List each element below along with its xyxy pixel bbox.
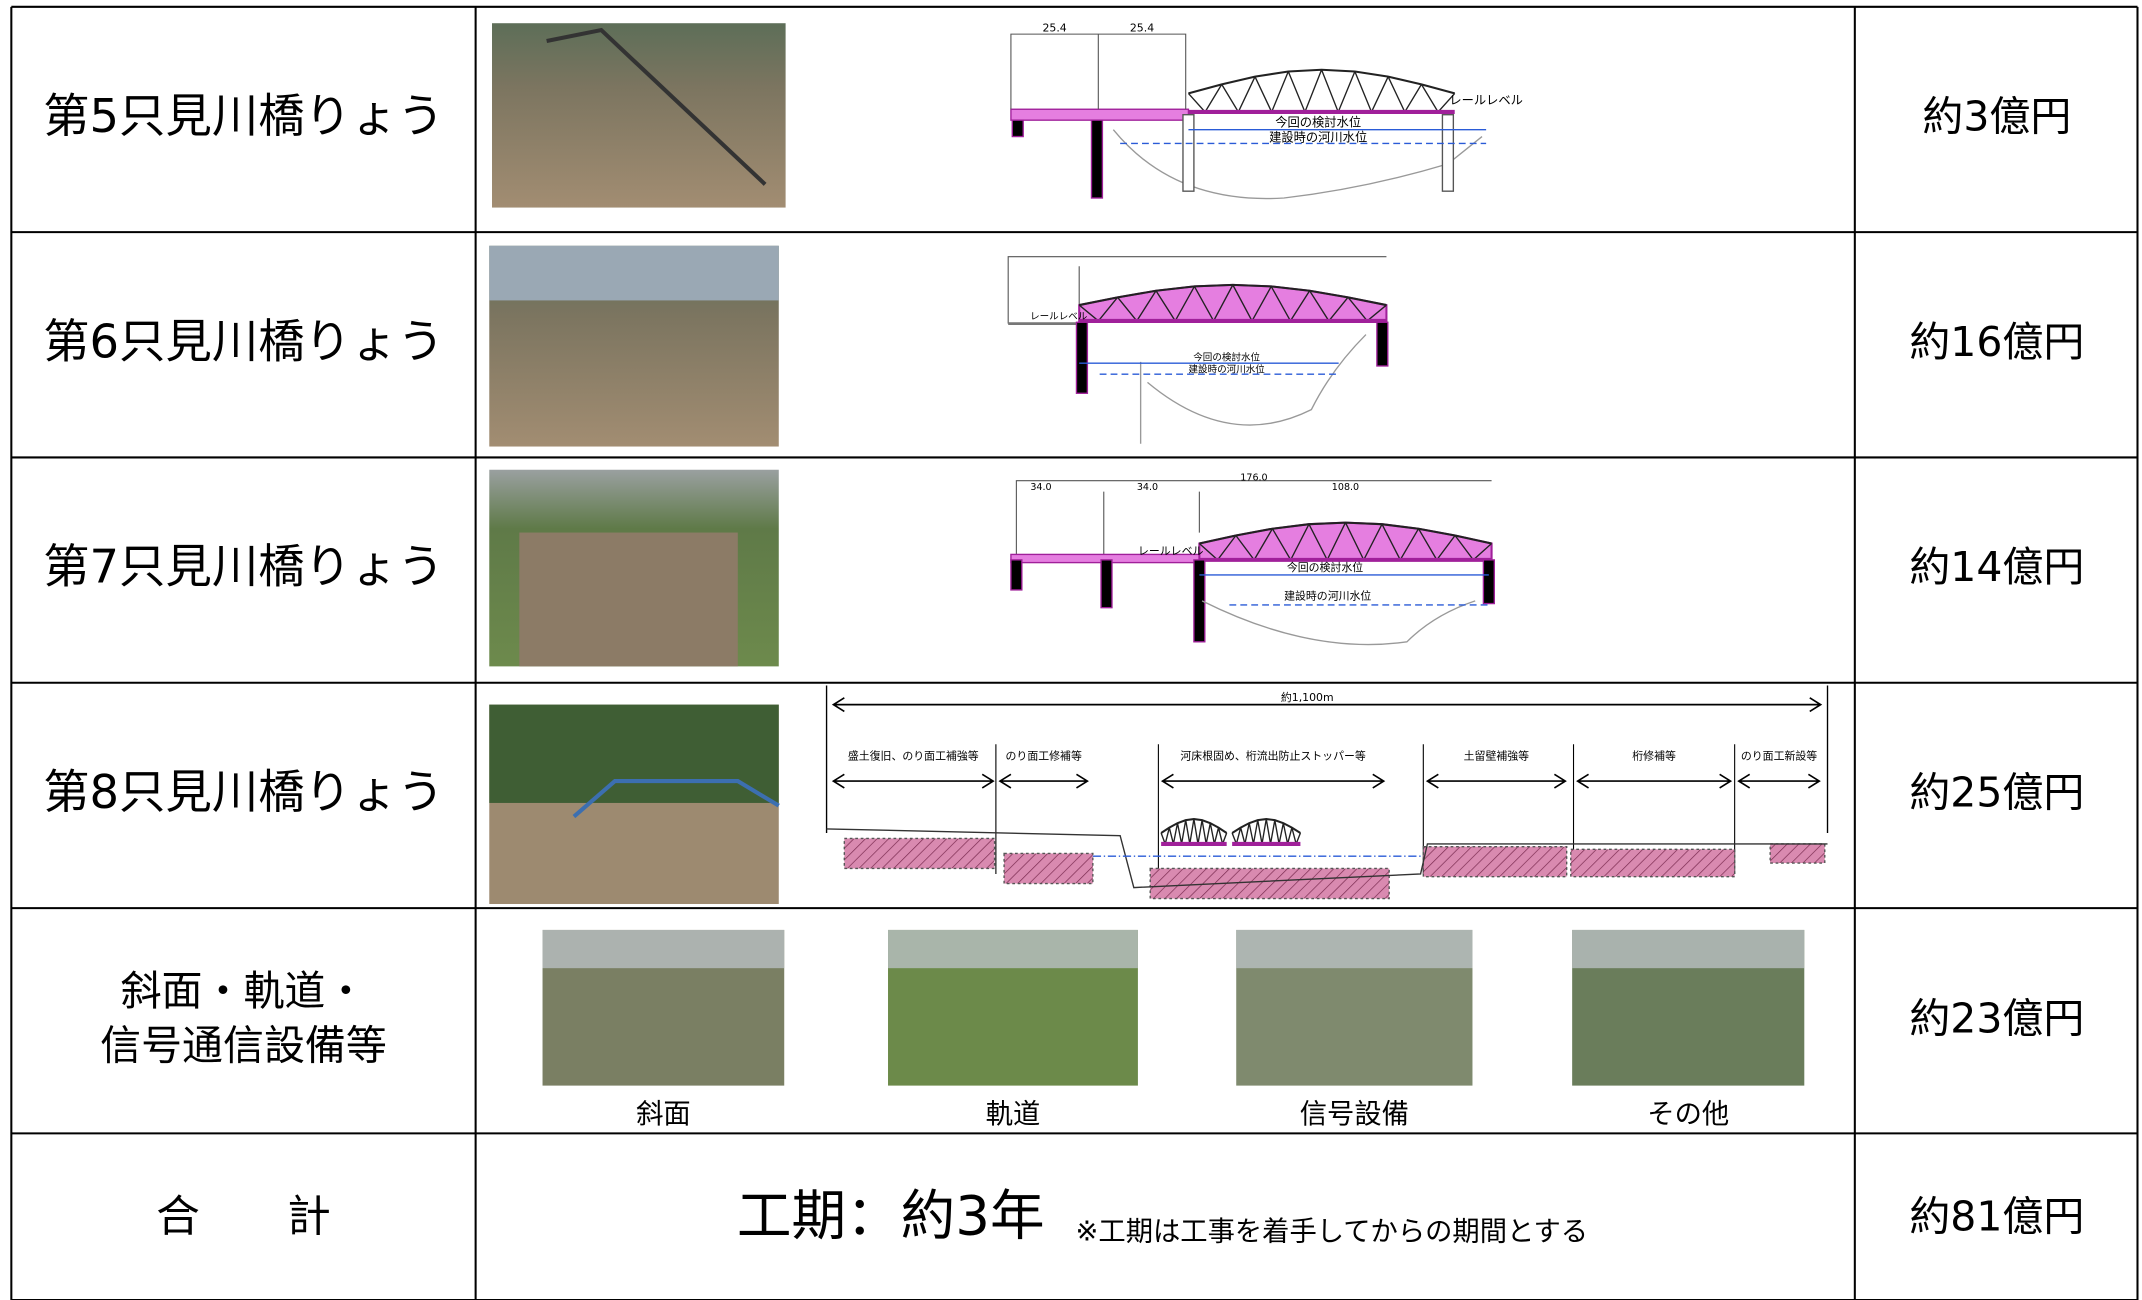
- facility-name: 斜面・軌道・: [121, 967, 367, 1015]
- photo-caption: その他: [1647, 1099, 1729, 1130]
- bridge-name: 第5只見川橋りょう: [43, 89, 444, 143]
- photo-sky: [489, 245, 779, 301]
- total-cost: 約81億円: [1909, 1192, 2084, 1240]
- bridge-name: 第6只見川橋りょう: [43, 314, 444, 368]
- truss-fill: [1078, 283, 1388, 322]
- pier: [1011, 119, 1024, 138]
- photo-bridge: [572, 779, 780, 819]
- diagram-label: 建設時の河川水位: [1284, 589, 1371, 603]
- ground-line: [826, 828, 1828, 889]
- work-area: [1003, 852, 1094, 885]
- work-area: [1149, 867, 1390, 900]
- work-area: [843, 837, 996, 870]
- dim-label: 176.0: [1240, 472, 1267, 483]
- dim-label: 25.4: [1042, 22, 1066, 35]
- truss-chord: [1188, 68, 1455, 95]
- bridge-name: 第8只見川橋りょう: [43, 765, 444, 819]
- cost: 約14億円: [1909, 543, 2084, 591]
- photo-river: [519, 532, 738, 667]
- bridge-name: 第7只見川橋りょう: [43, 540, 444, 594]
- diagram-label: 今回の検討水位: [1287, 560, 1363, 574]
- pier: [1100, 559, 1113, 609]
- photo-detail: [888, 929, 1138, 969]
- pier: [1075, 321, 1089, 394]
- work-label: 河床根固め、桁流出防止ストッパー等: [1180, 749, 1365, 763]
- diagram-label: 今回の検討水位: [1193, 351, 1260, 363]
- photo-caption: 軌道: [986, 1099, 1041, 1130]
- pier: [1182, 114, 1195, 192]
- photo-bridge: [546, 27, 767, 186]
- work-arrow: [1576, 773, 1733, 789]
- work-area: [1769, 843, 1826, 864]
- truss-fill: [1198, 521, 1493, 561]
- pier: [1193, 559, 1206, 643]
- work-label: のり面工新設等: [1741, 749, 1817, 763]
- work-label: 土留壁補強等: [1464, 749, 1530, 763]
- photo-caption: 信号設備: [1300, 1099, 1409, 1130]
- dimension: [1010, 33, 1187, 110]
- cost: 約16億円: [1909, 318, 2084, 366]
- diagram-label: レールレベル: [1449, 94, 1523, 108]
- work-label: 桁修補等: [1632, 749, 1676, 763]
- diagram-label: レールレベル: [1138, 545, 1204, 558]
- pier: [1482, 559, 1496, 605]
- work-area: [1570, 848, 1736, 878]
- cost: 約25億円: [1909, 768, 2084, 816]
- pier: [1441, 114, 1455, 192]
- work-arrow: [1160, 773, 1386, 789]
- diagram-label: 建設時の河川水位: [1188, 364, 1265, 376]
- photo-caption: 斜面: [636, 1099, 691, 1130]
- diagram-label: 今回の検討水位: [1275, 114, 1361, 129]
- photo-detail: [542, 929, 785, 969]
- work-arrow: [1425, 773, 1567, 789]
- ground: [1112, 129, 1483, 200]
- work-label: 盛土復旧、のり面工補強等: [848, 749, 979, 763]
- work-label: のり面工修補等: [1006, 749, 1082, 763]
- dim-label: 34.0: [1030, 482, 1051, 493]
- work-area: [1422, 845, 1568, 878]
- ground: [1201, 600, 1476, 646]
- truss-web: [1187, 69, 1456, 114]
- length-label: 約1,100m: [1281, 690, 1334, 704]
- diagram-label: レールレベル: [1030, 311, 1088, 322]
- period-note: ※工期は工事を着手してからの期間とする: [1076, 1217, 1589, 1248]
- length-arrow: [831, 697, 1823, 713]
- photo-forest: [489, 704, 779, 803]
- facility-name: 信号通信設備等: [100, 1022, 387, 1070]
- dim-label: 108.0: [1332, 482, 1359, 493]
- dim-label: 34.0: [1137, 482, 1158, 493]
- cost: 約3億円: [1922, 92, 2071, 140]
- photo: [492, 23, 786, 208]
- total-name: 合 計: [156, 1191, 331, 1242]
- diagram-label: 建設時の河川水位: [1269, 129, 1367, 144]
- pier: [1090, 119, 1104, 199]
- photo-detail: [1236, 929, 1473, 969]
- pier: [1376, 321, 1389, 367]
- truss-web: [1231, 818, 1302, 847]
- cost: 約23億円: [1909, 994, 2084, 1042]
- photo-detail: [1572, 929, 1805, 969]
- truss-web: [1160, 818, 1228, 847]
- work-arrow: [1737, 773, 1821, 789]
- girder: [1010, 108, 1190, 121]
- period: 工期：約3年: [737, 1184, 1045, 1248]
- work-arrow: [831, 773, 995, 789]
- dimension: [1015, 480, 1492, 560]
- dim-label: 25.4: [1130, 22, 1154, 35]
- pier: [1010, 559, 1023, 591]
- ground: [1139, 334, 1367, 444]
- work-arrow: [998, 773, 1089, 789]
